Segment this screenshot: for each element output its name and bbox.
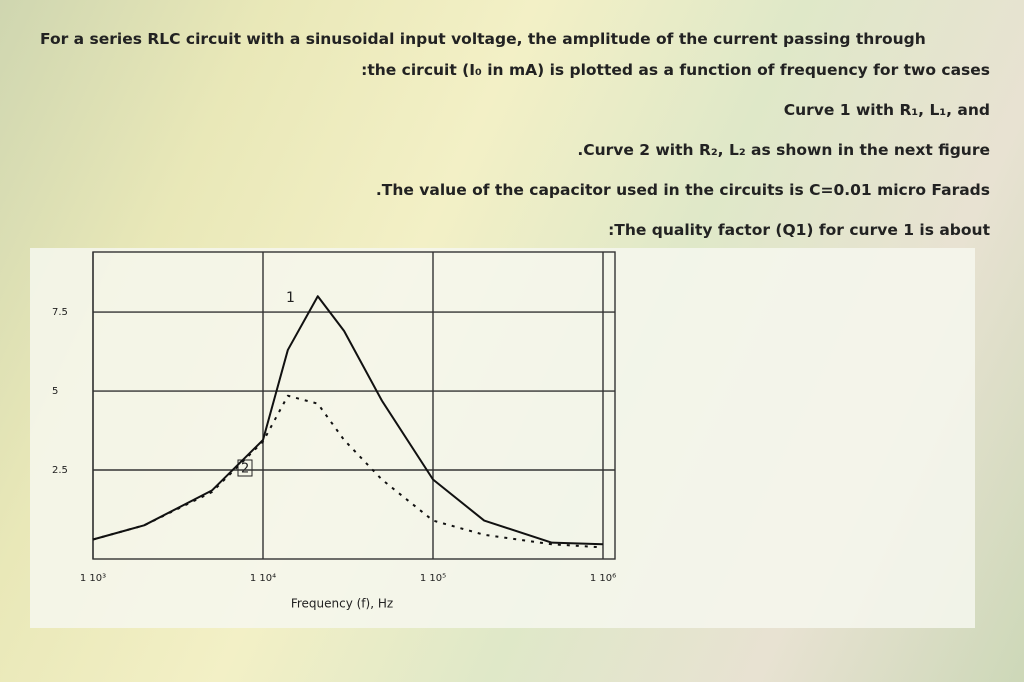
annotation: 1 (286, 290, 295, 306)
y-tick-label: 5 (52, 386, 58, 397)
x-axis-label: Frequency (f), Hz (291, 597, 393, 611)
x-tick-label: 1 10³ (80, 573, 106, 584)
chart-panel (30, 248, 975, 628)
question-line: For a series RLC circuit with a sinusoid… (40, 30, 926, 48)
y-tick-label: 2.5 (52, 465, 68, 476)
question-line: :the circuit (I₀ in mA) is plotted as a … (361, 61, 990, 79)
series-line (92, 295, 604, 546)
question-line: .Curve 2 with R₂, L₂ as shown in the nex… (577, 141, 990, 159)
question-line: :The quality factor (Q1) for curve 1 is … (608, 221, 990, 239)
x-tick-label: 1 10⁴ (250, 573, 276, 584)
annotation-box (237, 459, 253, 477)
series-line (92, 394, 604, 549)
x-tick-label: 1 10⁶ (590, 573, 616, 584)
y-tick-label: 7.5 (52, 307, 68, 318)
x-tick-label: 1 10⁵ (420, 573, 446, 584)
question-line: .The value of the capacitor used in the … (375, 181, 990, 199)
question-line: Curve 1 with R₁, L₁, and (783, 101, 990, 119)
annotation: 2 (241, 462, 249, 477)
